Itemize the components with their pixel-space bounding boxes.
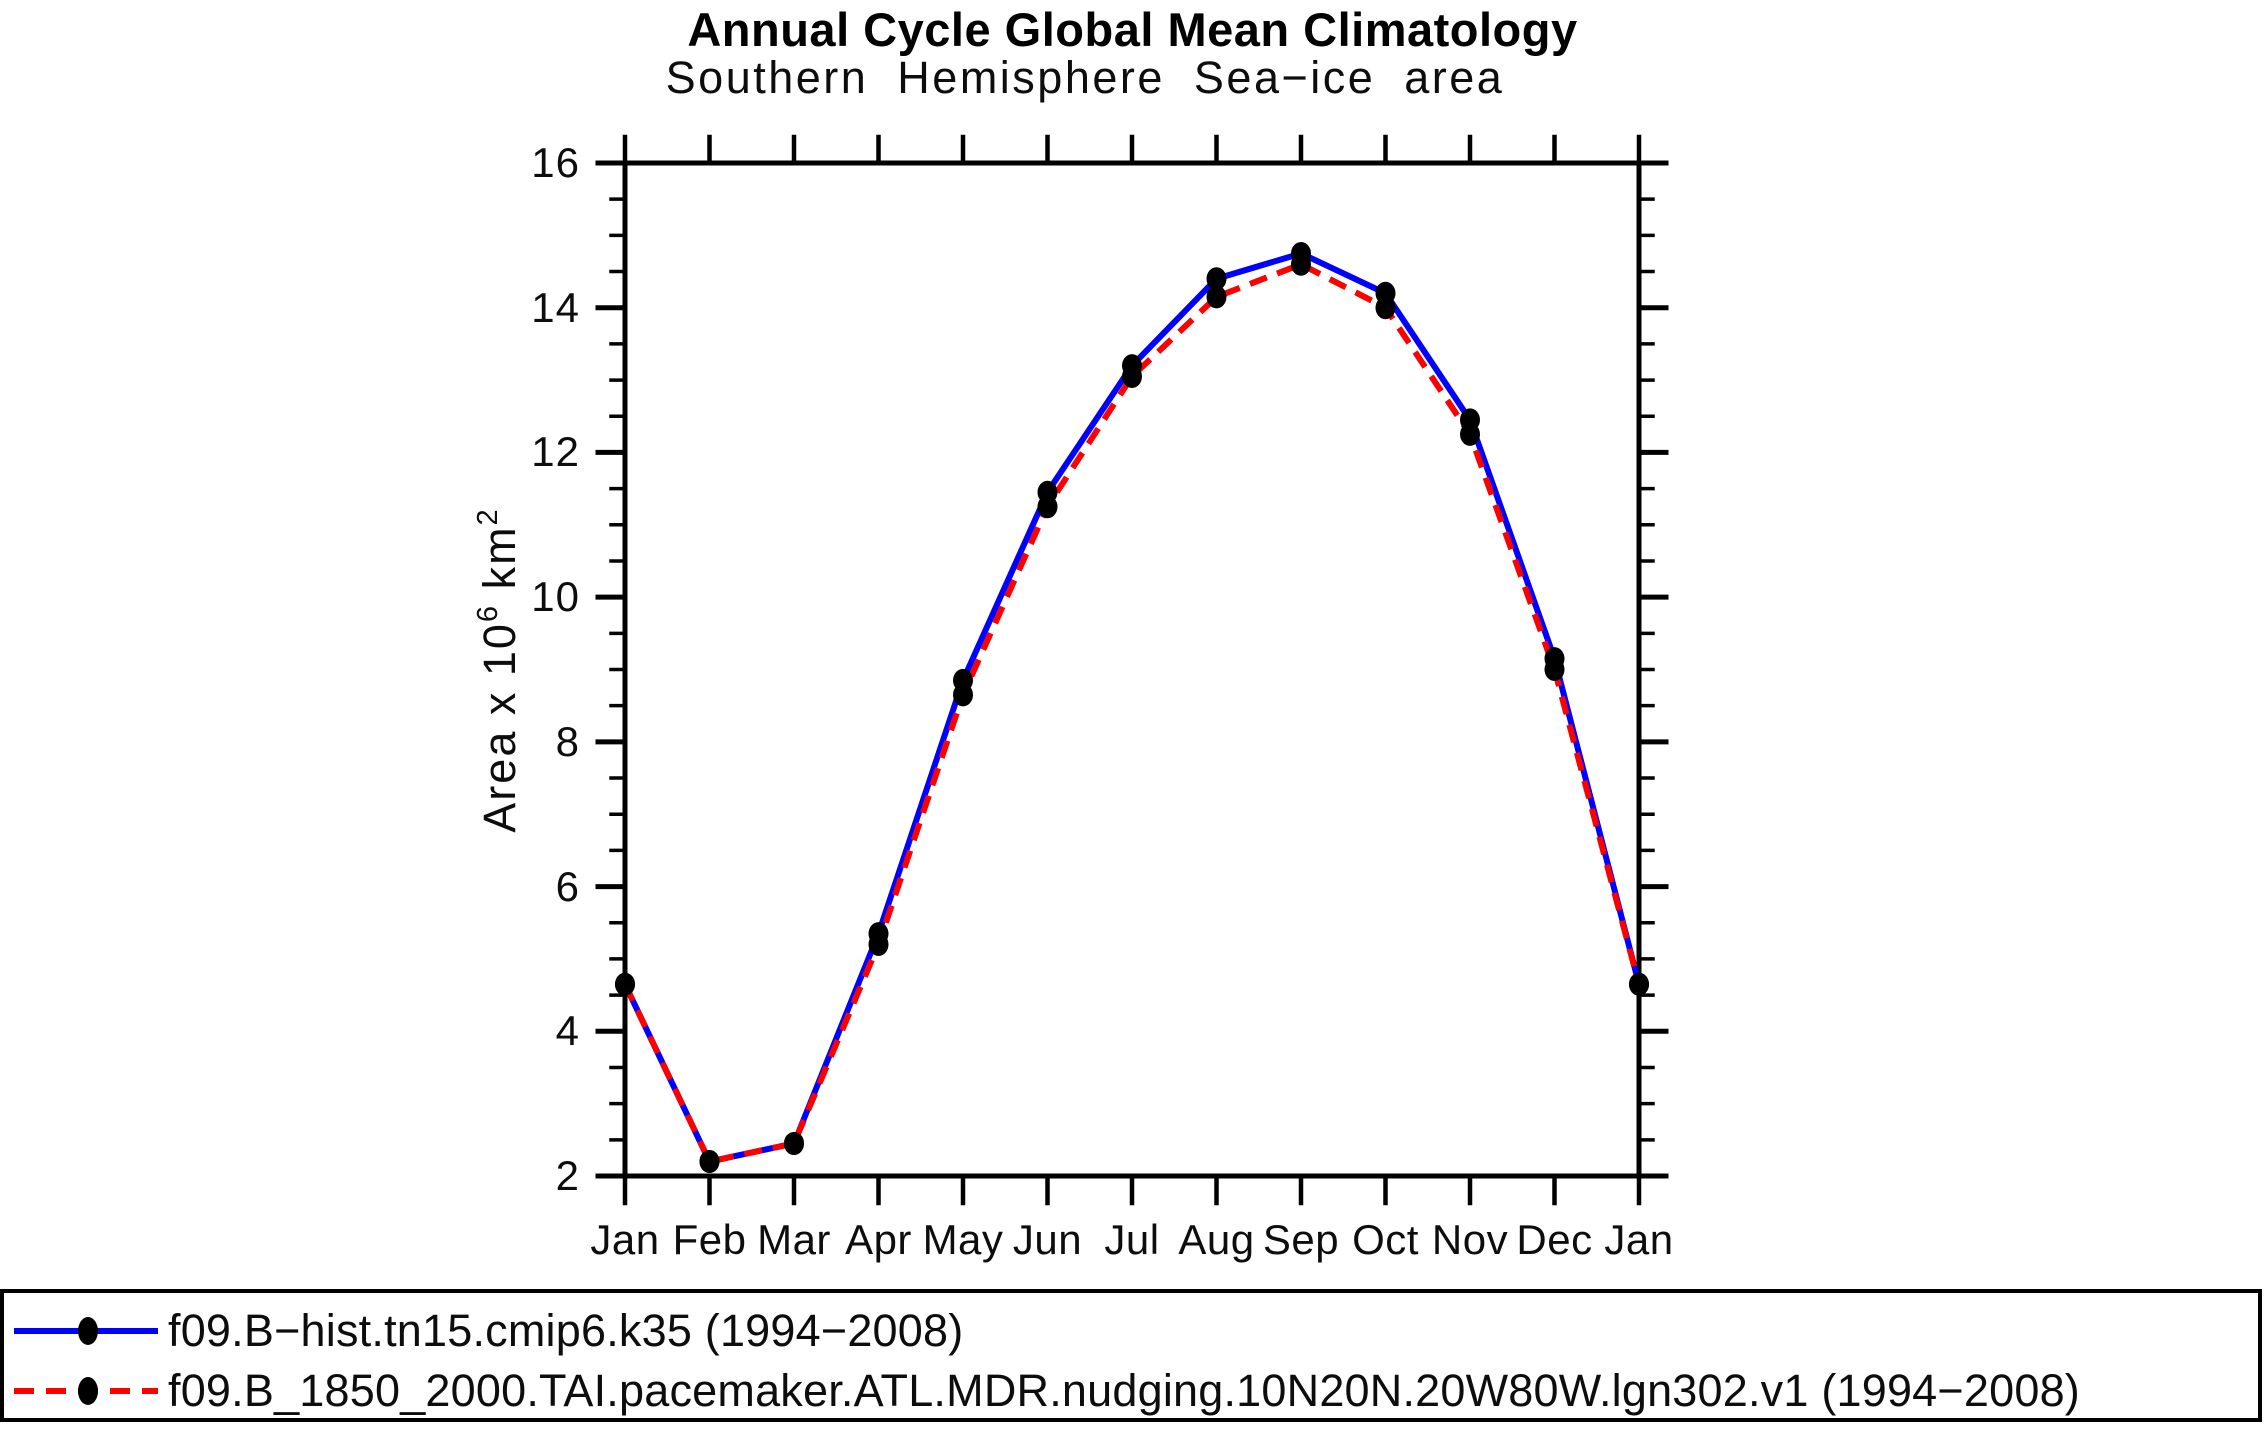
x-tick-label: Apr [845,1216,912,1263]
data-point-marker [1544,658,1565,681]
x-tick-label: Jun [1012,1216,1083,1263]
x-tick-label: Feb [672,1216,747,1263]
y-tick-label: 10 [531,573,580,621]
data-point-marker [1206,267,1227,291]
x-tick-label: Aug [1178,1216,1255,1263]
data-point-marker [784,1131,804,1155]
data-point-marker [1460,422,1480,446]
x-tick-label: Sep [1262,1216,1340,1263]
legend-label-pacemaker: f09.B_1850_2000.TAI.pacemaker.ATL.MDR.nu… [168,1365,2080,1416]
x-tick-label: Nov [1431,1216,1509,1263]
legend-item-hist: f09.B−hist.tn15.cmip6.k35 (1994−2008) [8,1305,963,1357]
data-point-marker [699,1150,720,1174]
x-tick-label: Jul [1104,1216,1160,1263]
y-tick-label: 6 [555,862,580,910]
data-point-marker [868,932,889,956]
x-tick-label: Jan [1604,1216,1674,1263]
data-point-marker [953,683,973,707]
data-point-marker [1291,252,1311,276]
series-pacemaker-line [622,261,1642,1165]
legend-marker-dot [78,1377,98,1405]
chart-title: Annual Cycle Global Mean Climatology [687,3,1578,56]
legend-label-hist: f09.B−hist.tn15.cmip6.k35 (1994−2008) [168,1305,964,1356]
y-tick-label: 16 [531,139,580,186]
data-point-marker [1037,495,1058,519]
legend-marker-dot [78,1317,98,1345]
x-tick-label: Oct [1352,1216,1419,1263]
x-tick-label: May [922,1216,1004,1263]
legend-box: f09.B−hist.tn15.cmip6.k35 (1994−2008) f0… [0,1289,2262,1422]
x-tick-label: Dec [1516,1216,1593,1263]
x-tick-label: Mar [757,1216,831,1263]
series-hist-line [622,250,1642,1165]
data-point-marker [1629,972,1649,996]
data-point-marker [1122,364,1142,388]
chart-subtitle: Southern Hemisphere Sea−ice area [665,52,1505,103]
y-tick-label: 2 [555,1152,580,1199]
x-tick-label: Jan [590,1216,660,1263]
data-point-marker [1375,296,1396,320]
y-tick-label: 4 [555,1007,580,1055]
y-tick-label: 8 [555,717,580,765]
y-tick-label: 12 [531,428,580,476]
legend-item-pacemaker: f09.B_1850_2000.TAI.pacemaker.ATL.MDR.nu… [8,1365,2080,1417]
data-point-marker [1206,285,1227,309]
data-point-marker [615,972,635,996]
legend-sample-red-dashed-line [14,1377,158,1405]
y-tick-label: 14 [531,283,580,331]
legend-sample-blue-solid-line [14,1317,158,1345]
